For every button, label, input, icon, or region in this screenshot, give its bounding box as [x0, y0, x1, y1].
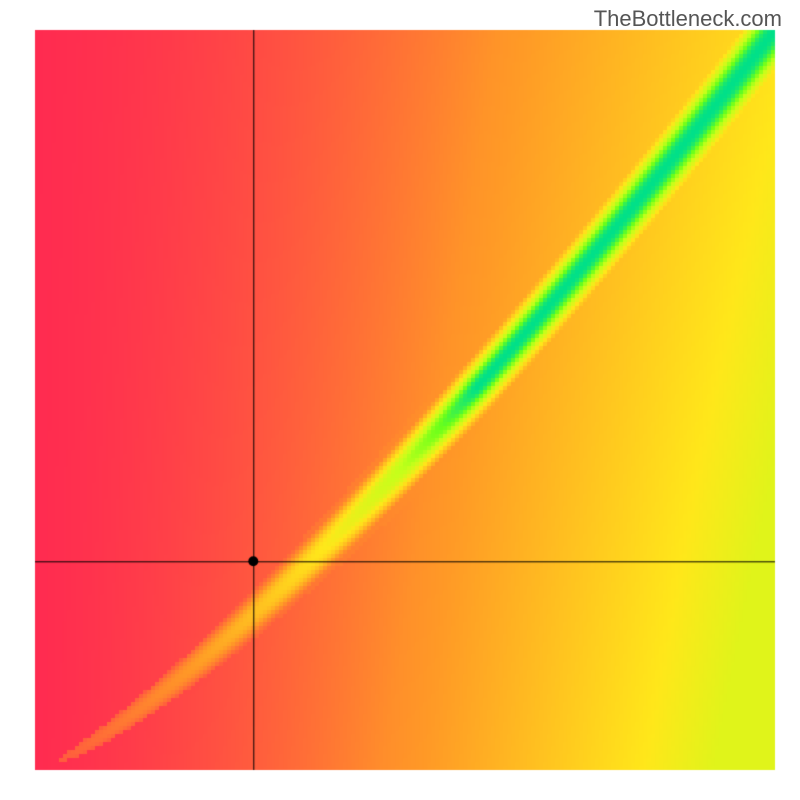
- heatmap-canvas: [0, 0, 800, 800]
- chart-container: TheBottleneck.com: [0, 0, 800, 800]
- watermark-text: TheBottleneck.com: [594, 6, 782, 32]
